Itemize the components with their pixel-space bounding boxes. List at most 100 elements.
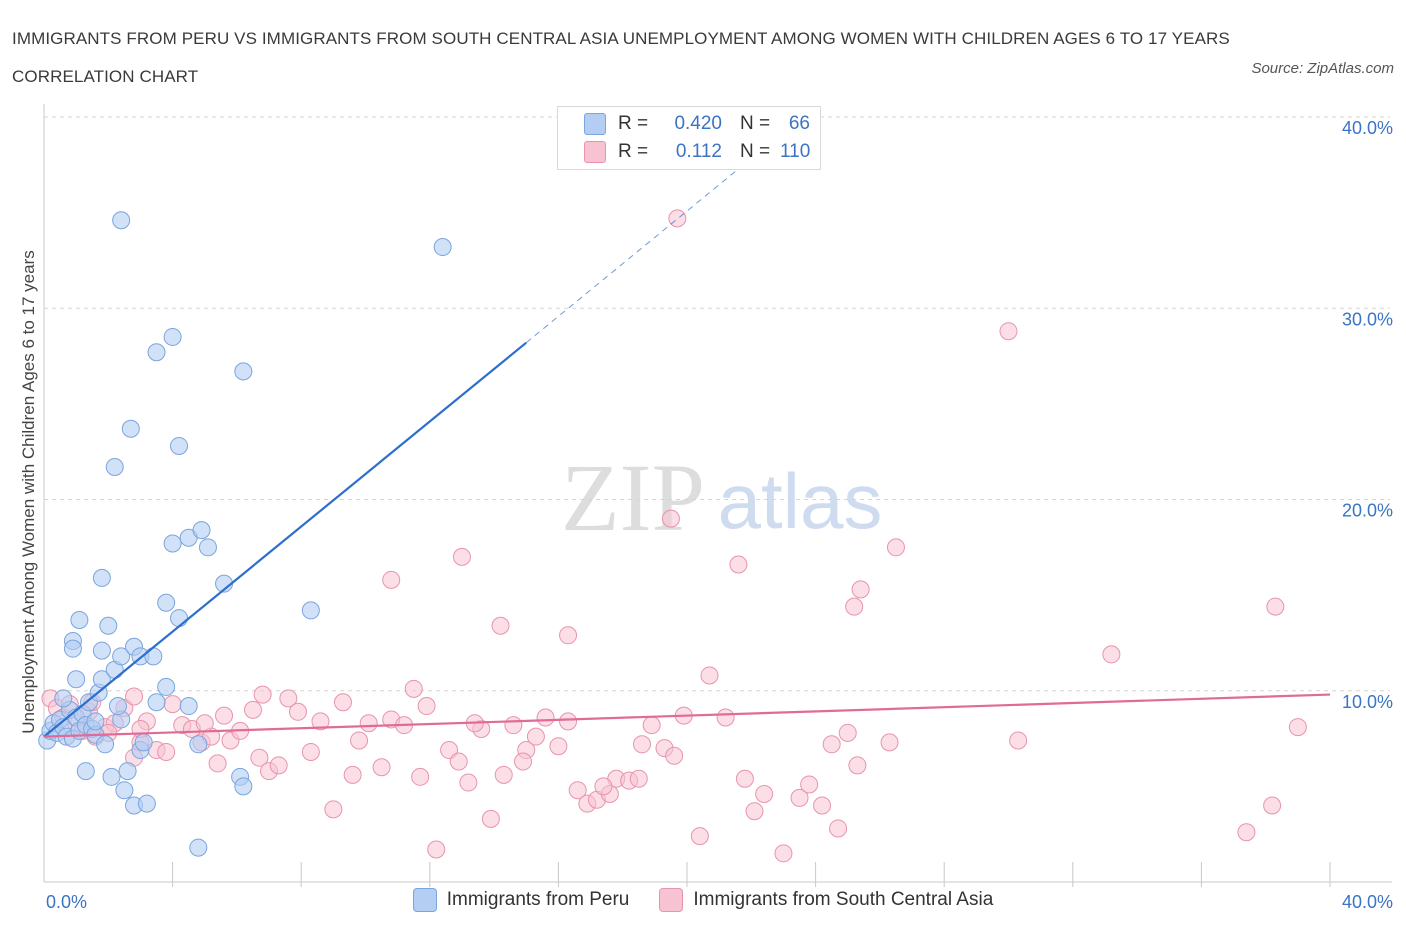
data-point-asia: [350, 731, 369, 750]
data-point-asia: [716, 708, 735, 727]
data-point-asia: [452, 547, 471, 566]
data-point-peru: [70, 610, 89, 629]
data-point-asia: [745, 802, 764, 821]
data-point-peru: [115, 781, 134, 800]
data-point-asia: [311, 712, 330, 731]
data-point-peru: [163, 534, 182, 553]
legend-swatch-peru: [412, 888, 437, 912]
data-point-peru: [112, 647, 131, 666]
data-point-asia: [549, 737, 568, 756]
chart-title: IMMIGRANTS FROM PERU VS IMMIGRANTS FROM …: [12, 29, 1230, 86]
data-point-asia: [845, 597, 864, 616]
data-point-asia: [735, 769, 754, 788]
data-point-peru: [198, 538, 217, 557]
data-point-asia: [629, 769, 648, 788]
data-point-asia: [700, 666, 719, 685]
data-point-asia: [195, 714, 214, 733]
legend-swatch-peru: [584, 113, 606, 135]
data-point-asia: [822, 735, 841, 754]
y-tick-label: 20.0%: [1342, 501, 1393, 521]
data-point-peru: [157, 593, 176, 612]
data-point-peru: [118, 762, 137, 781]
data-point-asia: [417, 697, 436, 716]
data-point-asia: [243, 700, 262, 719]
data-point-asia: [526, 727, 545, 746]
data-point-asia: [494, 765, 513, 784]
data-point-asia: [324, 800, 343, 819]
data-point-asia: [848, 756, 867, 775]
data-point-peru: [92, 670, 111, 689]
legend-label-peru: Immigrants from Peru: [446, 889, 630, 910]
legend-r-label: R =: [618, 113, 649, 134]
watermark-atlas: atlas: [718, 457, 883, 545]
trend-line-peru: [43, 341, 527, 738]
data-point-asia: [301, 742, 320, 761]
y-tick-label: 30.0%: [1342, 309, 1393, 329]
data-point-asia: [729, 555, 748, 574]
data-point-asia: [504, 716, 523, 735]
legend-r-value-asia: 0.112: [675, 141, 722, 162]
legend-item-peru[interactable]: Immigrants from Peru: [412, 888, 630, 912]
data-point-asia: [1266, 597, 1285, 616]
data-point-asia: [886, 538, 905, 557]
data-point-asia: [1263, 796, 1282, 815]
data-point-peru: [157, 677, 176, 696]
data-point-peru: [108, 697, 127, 716]
data-point-peru: [234, 777, 253, 796]
data-point-asia: [215, 706, 234, 725]
data-point-asia: [568, 781, 587, 800]
legend-r-label: R =: [618, 141, 649, 162]
watermark-zip: ZIP: [561, 444, 705, 551]
data-point-asia: [632, 735, 651, 754]
data-point-peru: [170, 436, 189, 455]
data-point-asia: [440, 741, 459, 760]
legend-item-asia[interactable]: Immigrants from South Central Asia: [659, 888, 993, 912]
gridlines: [44, 116, 1390, 692]
data-point-asia: [594, 777, 613, 796]
data-point-peru: [234, 362, 253, 381]
data-point-asia: [404, 679, 423, 698]
legend-r-value-peru: 0.420: [674, 113, 722, 134]
data-point-peru: [92, 641, 111, 660]
data-point-asia: [642, 716, 661, 735]
data-point-asia: [880, 733, 899, 752]
legend-n-value-asia: 110: [780, 141, 811, 162]
data-point-peru: [147, 693, 166, 712]
legend-row-peru: R = 0.420 N = 66: [584, 111, 810, 137]
data-point-peru: [96, 735, 115, 754]
data-point-peru: [189, 735, 208, 754]
legend-n-label: N =: [740, 141, 771, 162]
data-point-peru: [170, 609, 189, 628]
data-point-asia: [459, 773, 478, 792]
data-point-asia: [288, 702, 307, 721]
data-point-peru: [134, 733, 153, 752]
data-point-peru: [86, 712, 105, 731]
data-point-asia: [125, 687, 144, 706]
correlation-legend: R = 0.420 N = 66 R = 0.112 N = 110: [557, 106, 821, 170]
data-point-asia: [665, 746, 684, 765]
data-point-peru: [102, 767, 121, 786]
data-point-asia: [829, 819, 848, 838]
data-point-asia: [755, 785, 774, 804]
data-point-asia: [279, 689, 298, 708]
data-point-peru: [192, 521, 211, 540]
data-point-asia: [851, 580, 870, 599]
data-point-peru: [137, 794, 156, 813]
data-point-asia: [250, 748, 269, 767]
data-point-peru: [76, 762, 95, 781]
source-label: Source: ZipAtlas.com: [1251, 60, 1394, 77]
data-point-peru: [54, 689, 73, 708]
data-point-peru: [99, 616, 118, 635]
data-point-peru: [179, 697, 198, 716]
trend-line-peru-extension: [525, 139, 775, 344]
data-point-peru: [433, 238, 452, 257]
data-point-asia: [411, 767, 430, 786]
data-point-asia: [800, 775, 819, 794]
data-point-asia: [208, 754, 227, 773]
data-point-asia: [427, 840, 446, 859]
data-point-asia: [813, 796, 832, 815]
data-point-peru: [144, 647, 163, 666]
trend-lines: [43, 139, 1331, 738]
data-point-asia: [559, 626, 578, 645]
data-point-asia: [449, 752, 468, 771]
